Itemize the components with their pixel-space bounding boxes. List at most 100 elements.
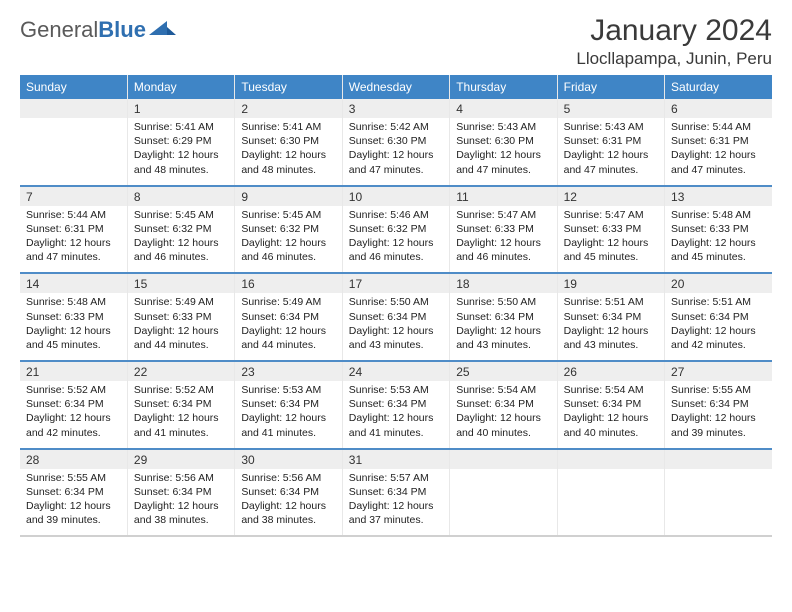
day-number: 27: [665, 362, 772, 381]
brand-part2: Blue: [98, 17, 146, 42]
calendar-day-cell: 6Sunrise: 5:44 AMSunset: 6:31 PMDaylight…: [665, 99, 772, 186]
daylight-line-1: Daylight: 12 hours: [134, 499, 228, 513]
daylight-line-1: Daylight: 12 hours: [564, 324, 658, 338]
brand-part1: General: [20, 17, 98, 42]
calendar-day-cell: 2Sunrise: 5:41 AMSunset: 6:30 PMDaylight…: [235, 99, 342, 186]
daylight-line-2: and 38 minutes.: [134, 513, 228, 527]
calendar-body: 1Sunrise: 5:41 AMSunset: 6:29 PMDaylight…: [20, 99, 772, 536]
daylight-line-1: Daylight: 12 hours: [671, 411, 766, 425]
brand-text: GeneralBlue: [20, 19, 146, 41]
day-details: Sunrise: 5:57 AMSunset: 6:34 PMDaylight:…: [343, 469, 449, 536]
day-details: Sunrise: 5:43 AMSunset: 6:30 PMDaylight:…: [450, 118, 556, 185]
sunrise-line: Sunrise: 5:53 AM: [241, 383, 335, 397]
sunset-line: Sunset: 6:34 PM: [456, 397, 550, 411]
day-details: Sunrise: 5:49 AMSunset: 6:33 PMDaylight:…: [128, 293, 234, 360]
sunset-line: Sunset: 6:30 PM: [349, 134, 443, 148]
sunset-line: Sunset: 6:34 PM: [564, 397, 658, 411]
sunset-line: Sunset: 6:33 PM: [456, 222, 550, 236]
calendar-day-cell: 14Sunrise: 5:48 AMSunset: 6:33 PMDayligh…: [20, 273, 127, 361]
day-number: 8: [128, 187, 234, 206]
day-details: Sunrise: 5:44 AMSunset: 6:31 PMDaylight:…: [20, 206, 127, 273]
day-number: 22: [128, 362, 234, 381]
daylight-line-2: and 40 minutes.: [564, 426, 658, 440]
day-number: 24: [343, 362, 449, 381]
day-details-empty: [665, 469, 772, 523]
daylight-line-1: Daylight: 12 hours: [134, 324, 228, 338]
daylight-line-2: and 47 minutes.: [349, 163, 443, 177]
calendar-day-cell: 27Sunrise: 5:55 AMSunset: 6:34 PMDayligh…: [665, 361, 772, 449]
calendar-day-cell: 3Sunrise: 5:42 AMSunset: 6:30 PMDaylight…: [342, 99, 449, 186]
day-details: Sunrise: 5:55 AMSunset: 6:34 PMDaylight:…: [20, 469, 127, 536]
day-details: Sunrise: 5:44 AMSunset: 6:31 PMDaylight:…: [665, 118, 772, 185]
day-details-empty: [450, 469, 556, 523]
sunset-line: Sunset: 6:34 PM: [671, 310, 766, 324]
sunset-line: Sunset: 6:31 PM: [26, 222, 121, 236]
day-details: Sunrise: 5:50 AMSunset: 6:34 PMDaylight:…: [450, 293, 556, 360]
calendar-week-row: 7Sunrise: 5:44 AMSunset: 6:31 PMDaylight…: [20, 186, 772, 274]
daylight-line-2: and 39 minutes.: [26, 513, 121, 527]
daylight-line-2: and 44 minutes.: [134, 338, 228, 352]
calendar-day-cell: 17Sunrise: 5:50 AMSunset: 6:34 PMDayligh…: [342, 273, 449, 361]
day-details: Sunrise: 5:55 AMSunset: 6:34 PMDaylight:…: [665, 381, 772, 448]
day-number: 31: [343, 450, 449, 469]
sunrise-line: Sunrise: 5:49 AM: [134, 295, 228, 309]
daylight-line-2: and 40 minutes.: [456, 426, 550, 440]
day-details: Sunrise: 5:43 AMSunset: 6:31 PMDaylight:…: [558, 118, 664, 185]
brand-mark-icon: [149, 18, 177, 41]
calendar-day-cell: 7Sunrise: 5:44 AMSunset: 6:31 PMDaylight…: [20, 186, 127, 274]
sunrise-line: Sunrise: 5:41 AM: [134, 120, 228, 134]
day-number: 11: [450, 187, 556, 206]
sunset-line: Sunset: 6:34 PM: [26, 485, 121, 499]
calendar-day-cell: 23Sunrise: 5:53 AMSunset: 6:34 PMDayligh…: [235, 361, 342, 449]
day-details: Sunrise: 5:51 AMSunset: 6:34 PMDaylight:…: [558, 293, 664, 360]
daylight-line-2: and 41 minutes.: [349, 426, 443, 440]
daylight-line-1: Daylight: 12 hours: [349, 148, 443, 162]
calendar-week-row: 28Sunrise: 5:55 AMSunset: 6:34 PMDayligh…: [20, 449, 772, 537]
day-number: 9: [235, 187, 341, 206]
calendar-day-cell: 16Sunrise: 5:49 AMSunset: 6:34 PMDayligh…: [235, 273, 342, 361]
day-number: 10: [343, 187, 449, 206]
day-details: Sunrise: 5:51 AMSunset: 6:34 PMDaylight:…: [665, 293, 772, 360]
daylight-line-1: Daylight: 12 hours: [349, 411, 443, 425]
sunrise-line: Sunrise: 5:53 AM: [349, 383, 443, 397]
day-details: Sunrise: 5:45 AMSunset: 6:32 PMDaylight:…: [235, 206, 341, 273]
sunrise-line: Sunrise: 5:50 AM: [456, 295, 550, 309]
daylight-line-2: and 47 minutes.: [456, 163, 550, 177]
day-number: 15: [128, 274, 234, 293]
day-number: 6: [665, 99, 772, 118]
sunset-line: Sunset: 6:32 PM: [349, 222, 443, 236]
calendar-day-cell: 21Sunrise: 5:52 AMSunset: 6:34 PMDayligh…: [20, 361, 127, 449]
daylight-line-2: and 43 minutes.: [564, 338, 658, 352]
sunset-line: Sunset: 6:34 PM: [134, 397, 228, 411]
calendar-page: GeneralBlue January 2024 Llocllapampa, J…: [0, 0, 792, 551]
daylight-line-1: Daylight: 12 hours: [349, 236, 443, 250]
day-details: Sunrise: 5:46 AMSunset: 6:32 PMDaylight:…: [343, 206, 449, 273]
daylight-line-1: Daylight: 12 hours: [349, 324, 443, 338]
weekday-header: Monday: [127, 75, 234, 99]
calendar-day-cell: 10Sunrise: 5:46 AMSunset: 6:32 PMDayligh…: [342, 186, 449, 274]
daylight-line-2: and 43 minutes.: [349, 338, 443, 352]
sunrise-line: Sunrise: 5:56 AM: [134, 471, 228, 485]
day-number: 4: [450, 99, 556, 118]
sunrise-line: Sunrise: 5:50 AM: [349, 295, 443, 309]
day-number: 7: [20, 187, 127, 206]
day-number: 1: [128, 99, 234, 118]
daylight-line-2: and 46 minutes.: [349, 250, 443, 264]
daylight-line-1: Daylight: 12 hours: [456, 411, 550, 425]
day-details: Sunrise: 5:52 AMSunset: 6:34 PMDaylight:…: [128, 381, 234, 448]
day-details-empty: [20, 118, 127, 172]
sunset-line: Sunset: 6:33 PM: [671, 222, 766, 236]
day-number-empty: [20, 99, 127, 118]
daylight-line-2: and 41 minutes.: [241, 426, 335, 440]
daylight-line-2: and 48 minutes.: [134, 163, 228, 177]
weekday-row: SundayMondayTuesdayWednesdayThursdayFrid…: [20, 75, 772, 99]
day-details: Sunrise: 5:41 AMSunset: 6:29 PMDaylight:…: [128, 118, 234, 185]
daylight-line-1: Daylight: 12 hours: [241, 411, 335, 425]
sunrise-line: Sunrise: 5:52 AM: [134, 383, 228, 397]
daylight-line-2: and 47 minutes.: [564, 163, 658, 177]
weekday-header: Friday: [557, 75, 664, 99]
daylight-line-1: Daylight: 12 hours: [26, 411, 121, 425]
sunrise-line: Sunrise: 5:44 AM: [671, 120, 766, 134]
daylight-line-2: and 43 minutes.: [456, 338, 550, 352]
calendar-week-row: 1Sunrise: 5:41 AMSunset: 6:29 PMDaylight…: [20, 99, 772, 186]
